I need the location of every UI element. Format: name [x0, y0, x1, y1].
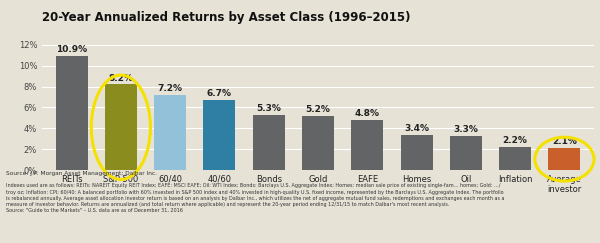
- Text: 3.4%: 3.4%: [404, 124, 429, 133]
- Bar: [548, 148, 580, 170]
- Bar: [203, 100, 235, 170]
- Bar: [401, 135, 433, 170]
- Text: 8.2%: 8.2%: [109, 74, 133, 83]
- Text: 4.8%: 4.8%: [355, 109, 380, 118]
- Text: 3.3%: 3.3%: [454, 125, 478, 134]
- Bar: [450, 136, 482, 170]
- Text: 6.7%: 6.7%: [207, 89, 232, 98]
- Bar: [253, 115, 285, 170]
- Text: 2.2%: 2.2%: [503, 136, 527, 145]
- Text: Source: J.P. Morgan Asset Management; Dalbar Inc.: Source: J.P. Morgan Asset Management; Da…: [6, 171, 157, 176]
- Bar: [56, 56, 88, 170]
- Bar: [351, 120, 383, 170]
- Text: 5.3%: 5.3%: [256, 104, 281, 113]
- Text: 10.9%: 10.9%: [56, 45, 87, 54]
- Bar: [154, 95, 186, 170]
- Text: Indexes used are as follows: REITs: NAREIT Equity REIT Index; EAFE: MSCI EAFE; O: Indexes used are as follows: REITs: NARE…: [6, 183, 505, 213]
- Text: 2.1%: 2.1%: [552, 137, 577, 146]
- Text: 20-Year Annualized Returns by Asset Class (1996–2015): 20-Year Annualized Returns by Asset Clas…: [42, 11, 410, 24]
- Text: 7.2%: 7.2%: [158, 84, 182, 93]
- Bar: [499, 147, 531, 170]
- Bar: [105, 85, 137, 170]
- Text: 5.2%: 5.2%: [305, 105, 331, 114]
- Bar: [302, 116, 334, 170]
